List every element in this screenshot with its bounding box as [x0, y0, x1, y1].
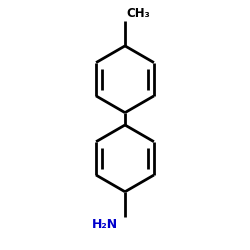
Text: H₂N: H₂N: [92, 218, 118, 231]
Text: CH₃: CH₃: [126, 6, 150, 20]
